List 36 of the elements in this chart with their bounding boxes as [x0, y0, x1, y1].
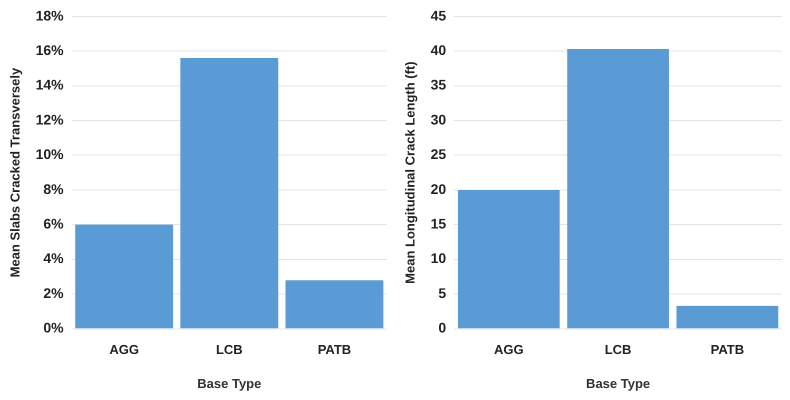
y-tick-label: 10 [430, 250, 446, 266]
y-tick-label: 10% [36, 146, 64, 162]
y-tick-label: 35 [430, 76, 446, 93]
bar [285, 280, 384, 328]
x-tick-label: PATB [318, 342, 352, 358]
bar [180, 58, 278, 328]
y-tick-label: 5 [438, 284, 446, 301]
x-tick-label: PATB [710, 342, 744, 358]
x-axis-title: Base Type [197, 376, 262, 391]
y-tick-label: 14% [36, 76, 64, 93]
y-tick-label: 6% [43, 216, 64, 232]
x-tick-label: LCB [216, 342, 243, 358]
y-tick-label: 0 [438, 320, 446, 336]
y-tick-label: 4% [43, 250, 64, 266]
y-tick-label: 25 [430, 146, 446, 162]
bar [676, 306, 778, 328]
x-axis-title: Base Type [586, 376, 650, 391]
x-tick-label: AGG [109, 342, 139, 358]
y-tick-label: 0% [43, 320, 64, 336]
y-tick-label: 2% [43, 284, 64, 301]
y-axis-title: Mean Longitudinal Crack Length (ft) [402, 61, 418, 284]
y-tick-label: 40 [430, 42, 446, 58]
y-tick-label: 15 [430, 216, 446, 232]
y-tick-label: 30 [430, 111, 446, 128]
x-tick-label: AGG [494, 342, 524, 358]
bar [75, 224, 174, 328]
y-tick-label: 20 [430, 180, 446, 197]
y-tick-label: 45 [430, 7, 446, 24]
bar [567, 49, 669, 328]
y-tick-label: 12% [36, 111, 64, 128]
x-tick-label: LCB [604, 342, 632, 358]
y-tick-label: 8% [43, 180, 64, 197]
y-axis-title: Mean Slabs Cracked Transversely [7, 67, 22, 278]
bar [458, 190, 560, 328]
y-tick-label: 16% [36, 42, 64, 58]
y-tick-label: 18% [36, 7, 64, 24]
